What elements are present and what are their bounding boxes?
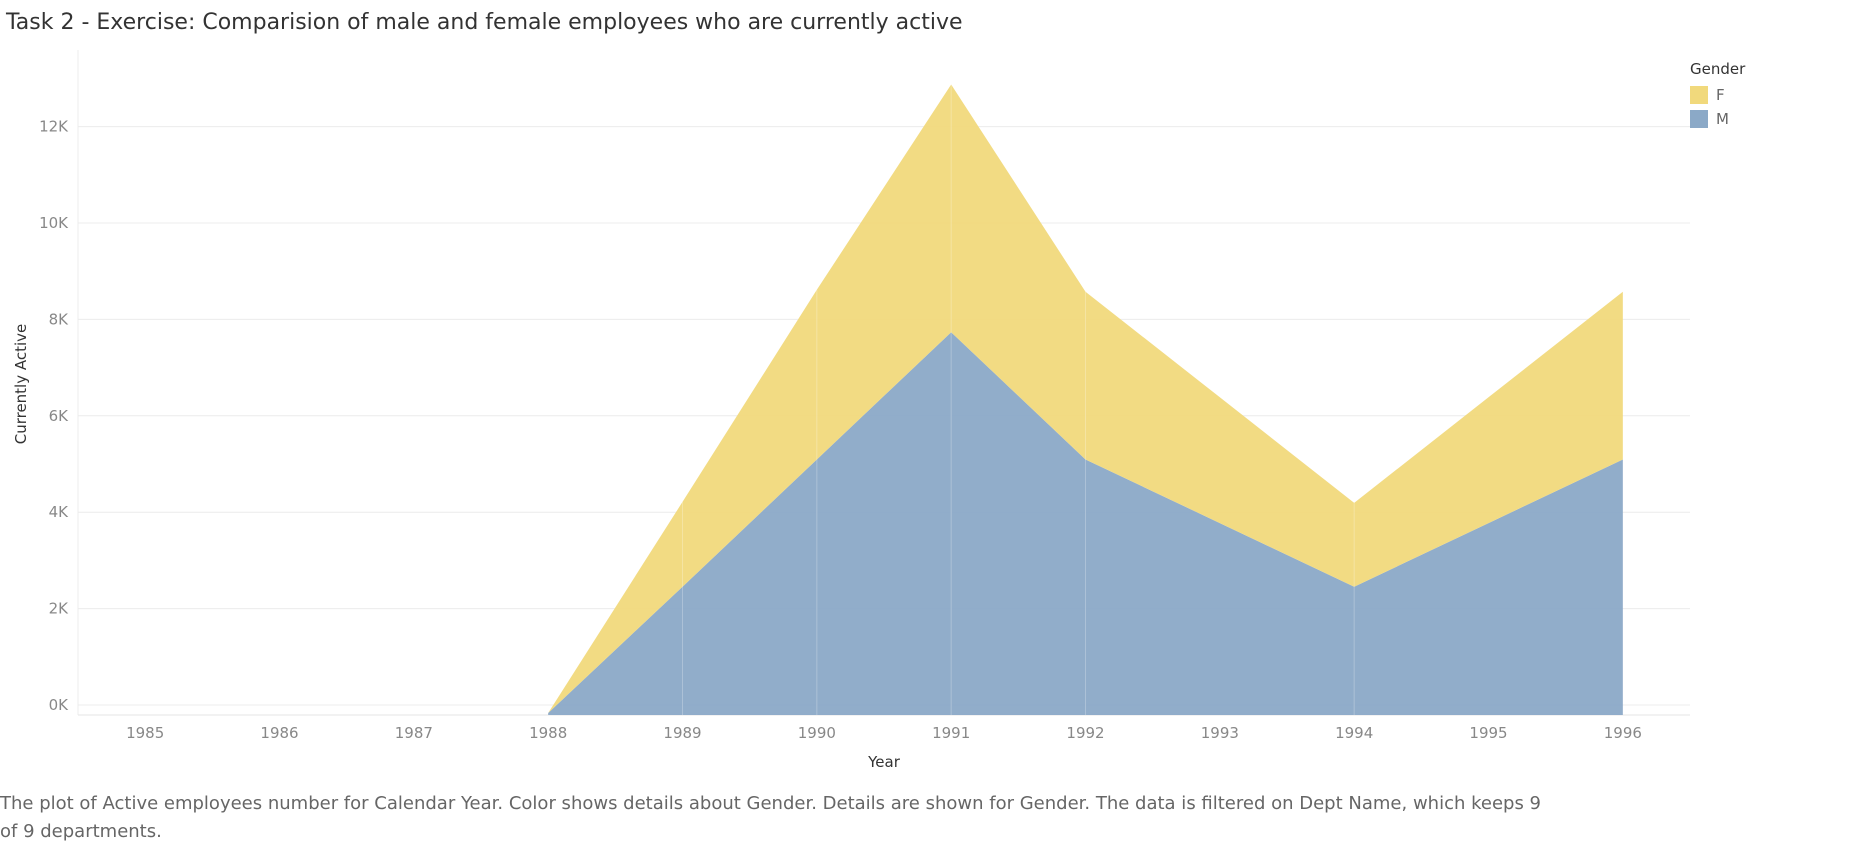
x-tick-label: 1986: [260, 724, 298, 742]
x-tick-label: 1989: [663, 724, 701, 742]
y-tick-label: 8K: [49, 310, 70, 328]
x-tick-label: 1991: [932, 724, 970, 742]
y-tick-label: 6K: [49, 407, 70, 425]
x-tick-label: 1988: [529, 724, 567, 742]
legend-label-f: F: [1716, 86, 1725, 104]
area-series-f: [548, 84, 1623, 714]
legend-item-f[interactable]: F: [1690, 83, 1745, 107]
y-tick-label: 12K: [39, 118, 69, 136]
legend: Gender F M: [1690, 60, 1745, 131]
x-tick-label: 1987: [395, 724, 433, 742]
x-tick-label: 1995: [1469, 724, 1507, 742]
legend-item-m[interactable]: M: [1690, 107, 1745, 131]
chart-caption: The plot of Active employees number for …: [0, 793, 1542, 842]
area-series-m: [548, 332, 1623, 715]
legend-swatch-m: [1690, 110, 1708, 128]
x-tick-label: 1985: [126, 724, 164, 742]
x-tick-label: 1996: [1604, 724, 1642, 742]
x-tick-label: 1992: [1066, 724, 1104, 742]
y-tick-label: 4K: [49, 503, 70, 521]
legend-title: Gender: [1690, 60, 1746, 78]
chart-title: Task 2 - Exercise: Comparision of male a…: [6, 10, 963, 35]
y-tick-label: 10K: [39, 214, 69, 232]
x-tick-label: 1994: [1335, 724, 1373, 742]
y-tick-label: 0K: [49, 696, 70, 714]
x-tick-label: 1993: [1201, 724, 1239, 742]
x-tick-label: 1990: [798, 724, 836, 742]
legend-swatch-f: [1690, 86, 1708, 104]
x-axis-title: Year: [867, 753, 901, 771]
y-tick-label: 2K: [49, 600, 70, 618]
legend-label-m: M: [1716, 110, 1729, 128]
y-axis-title: Currently Active: [12, 324, 30, 445]
area-chart: 0K 2K 4K 6K 8K 10K 12K 1985 1986 1987 1988 1989 1990…: [12, 50, 1690, 771]
